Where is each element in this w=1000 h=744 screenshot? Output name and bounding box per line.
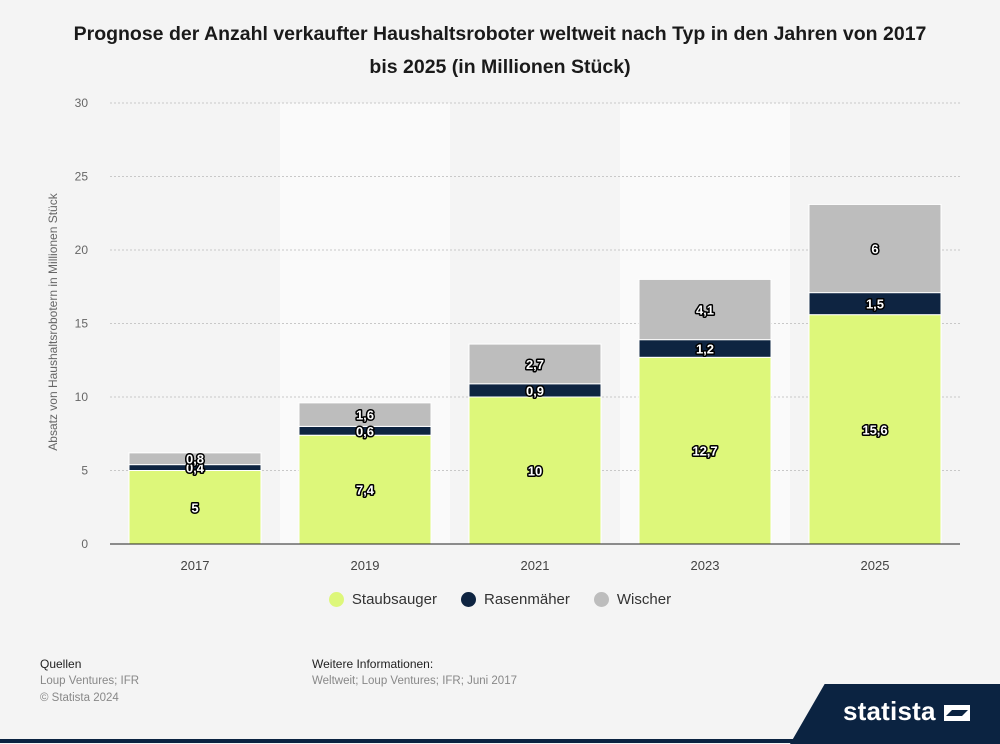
x-tick-label: 2019: [351, 558, 380, 573]
data-label: 2,7: [526, 357, 544, 372]
more-info-text: Weltweit; Loup Ventures; IFR; Juni 2017: [312, 675, 517, 687]
sources-heading: Quellen: [40, 657, 82, 671]
y-tick-label: 25: [75, 170, 89, 184]
data-label: 0,8: [186, 452, 204, 467]
data-label: 5: [191, 500, 198, 515]
data-label: 15,6: [862, 422, 887, 437]
bottom-strip: [0, 739, 1000, 743]
y-tick-label: 15: [75, 317, 89, 331]
x-tick-label: 2023: [691, 558, 720, 573]
bar-wischer-2021[interactable]: [468, 343, 602, 385]
legend-item-rasenmäher[interactable]: Rasenmäher: [461, 591, 570, 608]
data-label: 12,7: [692, 444, 717, 459]
bar-wischer-2023[interactable]: [638, 278, 772, 341]
bar-wischer-2025[interactable]: [808, 203, 942, 294]
sources-text[interactable]: Loup Ventures; IFR: [40, 675, 140, 687]
legend-marker: [461, 592, 476, 607]
legend: Staubsauger Rasenmäher Wischer: [0, 591, 1000, 608]
more-info-heading: Weitere Informationen:: [312, 657, 434, 671]
legend-label: Staubsauger: [351, 591, 437, 608]
data-label: 0,9: [526, 383, 544, 398]
data-label: 4,1: [696, 303, 714, 318]
data-label: 7,4: [356, 483, 375, 498]
legend-label: Rasenmäher: [484, 591, 570, 608]
x-tick-label: 2017: [181, 558, 210, 573]
bar-staubsauger-2023[interactable]: [638, 356, 772, 545]
bar-staubsauger-2025[interactable]: [808, 314, 942, 545]
legend-item-wischer[interactable]: Wischer: [593, 591, 672, 608]
legend-label: Wischer: [616, 591, 672, 608]
data-label: 1,6: [356, 408, 374, 423]
y-tick-label: 30: [75, 96, 89, 110]
bar-staubsauger-2021[interactable]: [468, 396, 602, 545]
y-tick-label: 10: [75, 390, 89, 404]
bar-staubsauger-2017[interactable]: [128, 470, 262, 545]
data-label: 0,6: [356, 424, 374, 439]
x-tick-label: 2021: [521, 558, 550, 573]
y-tick-label: 20: [75, 243, 89, 257]
x-tick-label: 2025: [861, 558, 890, 573]
data-label: 6: [871, 242, 878, 257]
y-axis-label: Absatz von Haushaltsrobotern in Millione…: [46, 192, 60, 450]
legend-marker: [328, 592, 344, 607]
bar-staubsauger-2019[interactable]: [298, 434, 432, 545]
data-label: 1,2: [696, 341, 714, 356]
copyright: © Statista 2024: [40, 692, 119, 704]
y-tick-label: 0: [81, 537, 88, 551]
bar-wischer-2019[interactable]: [298, 402, 432, 427]
statista-logo[interactable]: statista: [843, 696, 936, 726]
page-title: Prognose der Anzahl verkaufter Haushalts…: [73, 23, 927, 78]
legend-marker: [593, 592, 609, 607]
sources-block: Quellen Loup Ventures; IFR © Statista 20…: [40, 656, 139, 707]
more-info-block: Weitere Informationen: Weltweit; Loup Ve…: [312, 656, 517, 690]
statista-logo-icon: [944, 705, 970, 721]
data-label: 10: [528, 464, 542, 479]
legend-item-staubsauger[interactable]: Staubsauger: [328, 591, 437, 608]
chart: Absatz von Haushaltsrobotern in Millione…: [46, 96, 960, 573]
data-label: 1,5: [866, 297, 884, 312]
bar-wischer-2017[interactable]: [128, 452, 262, 466]
data-label: 0,4: [186, 461, 205, 476]
y-tick-label: 5: [81, 464, 88, 478]
